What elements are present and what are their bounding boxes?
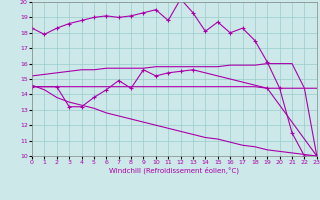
X-axis label: Windchill (Refroidissement éolien,°C): Windchill (Refroidissement éolien,°C) [109,167,239,174]
